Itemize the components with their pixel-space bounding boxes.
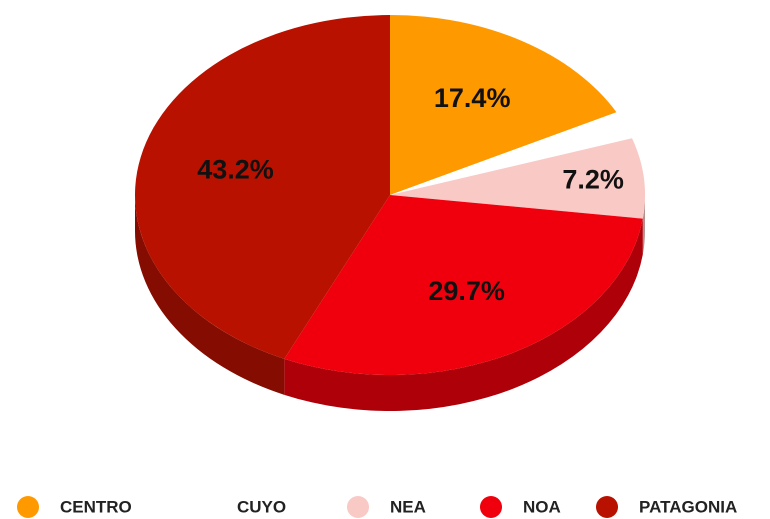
legend-label: NEA	[390, 497, 426, 516]
data-label: 17.4%	[434, 83, 511, 113]
legend-swatch	[347, 496, 369, 518]
slice-side	[284, 218, 643, 411]
legend-label: NOA	[523, 497, 561, 516]
slice	[284, 195, 643, 375]
legend-swatch	[17, 496, 39, 518]
slice	[390, 138, 646, 219]
slice	[390, 112, 633, 195]
data-label: 43.2%	[197, 154, 274, 184]
legend-swatch	[480, 496, 502, 518]
legend-swatch	[596, 496, 618, 518]
slice-side	[135, 195, 285, 395]
legend-label: CUYO	[237, 497, 286, 516]
legend-label: PATAGONIA	[639, 497, 737, 516]
data-label: 7.2%	[562, 165, 624, 195]
data-label: 29.7%	[428, 276, 505, 306]
legend-label: CENTRO	[60, 497, 132, 516]
slice	[390, 15, 617, 195]
slice	[135, 15, 390, 359]
legend-swatch	[194, 496, 216, 518]
slice-side	[642, 195, 645, 255]
